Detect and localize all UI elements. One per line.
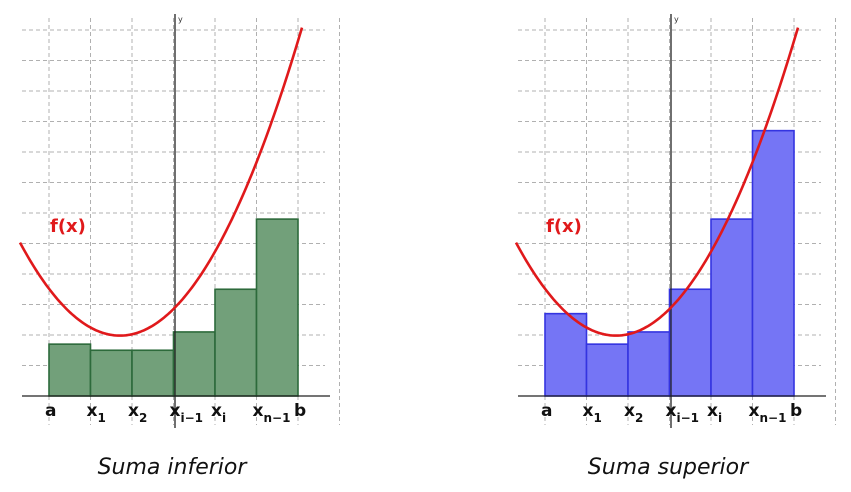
sum-rectangle (255, 218, 299, 397)
sum-rectangle (544, 312, 588, 397)
x-tick-label: a (45, 401, 56, 421)
caption-upper-sum: Suma superior (587, 455, 749, 480)
x-tick-main: x (253, 401, 264, 421)
sum-rectangle (89, 349, 133, 397)
x-tick-label: x2 (624, 401, 643, 425)
x-tick-main: x (749, 401, 760, 421)
x-tick-main: x (707, 401, 718, 421)
sum-rectangle (214, 288, 258, 397)
x-tick-label: x1 (87, 401, 106, 425)
x-tick-subscript: i−1 (180, 411, 203, 425)
x-tick-main: x (170, 401, 181, 421)
sum-rectangle (627, 331, 671, 397)
x-tick-subscript: 2 (139, 411, 147, 425)
x-tick-main: x (87, 401, 98, 421)
x-tick-subscript: i (718, 411, 722, 425)
x-tick-subscript: 1 (593, 411, 601, 425)
sum-rectangle (710, 218, 754, 397)
y-axis-label: y (178, 15, 183, 24)
x-tick-label: a (541, 401, 552, 421)
x-tick-label: xi (707, 401, 722, 425)
x-tick-label: xn−1 (749, 401, 787, 425)
x-tick-subscript: i (222, 411, 226, 425)
x-tick-subscript: n−1 (263, 411, 290, 425)
x-tick-main: x (128, 401, 139, 421)
x-tick-label: b (294, 401, 306, 421)
x-tick-label: x1 (583, 401, 602, 425)
x-tick-main: x (624, 401, 635, 421)
x-tick-main: a (45, 401, 56, 421)
x-tick-label: xi (211, 401, 226, 425)
sum-rectangle (48, 343, 92, 397)
caption-lower-sum: Suma inferior (97, 455, 247, 480)
sum-rectangle (585, 343, 629, 397)
x-tick-subscript: i−1 (676, 411, 699, 425)
x-tick-label: xn−1 (253, 401, 291, 425)
sum-rectangle (172, 331, 216, 397)
x-tick-subscript: 1 (97, 411, 105, 425)
function-label: f(x) (546, 216, 582, 237)
x-tick-label: xi−1 (666, 401, 700, 425)
x-tick-main: b (790, 401, 802, 421)
sum-rectangle (131, 349, 175, 397)
x-tick-main: x (583, 401, 594, 421)
function-curve (514, 27, 800, 337)
x-tick-label: b (790, 401, 802, 421)
panel-lower: yf(x)a x1 x2 xi−1 xi xn−1 b (18, 14, 340, 428)
panel-upper: yf(x)a x1 x2 xi−1 xi xn−1 b (514, 14, 836, 428)
sum-rectangle (668, 288, 712, 397)
lower-sum-diagram: yf(x)a x1 x2 xi−1 xi xn−1 byf(x)a x1 x2 xi−1 xi xn−… (18, 14, 836, 428)
x-tick-main: b (294, 401, 306, 421)
sum-rectangle (751, 129, 795, 397)
x-tick-label: xi−1 (170, 401, 204, 425)
function-label: f(x) (50, 216, 86, 237)
x-tick-subscript: n−1 (759, 411, 786, 425)
x-tick-main: x (666, 401, 677, 421)
x-tick-subscript: 2 (635, 411, 643, 425)
x-tick-main: x (211, 401, 222, 421)
x-tick-label: x2 (128, 401, 147, 425)
x-tick-main: a (541, 401, 552, 421)
function-curve (18, 27, 304, 337)
y-axis-label: y (674, 15, 679, 24)
